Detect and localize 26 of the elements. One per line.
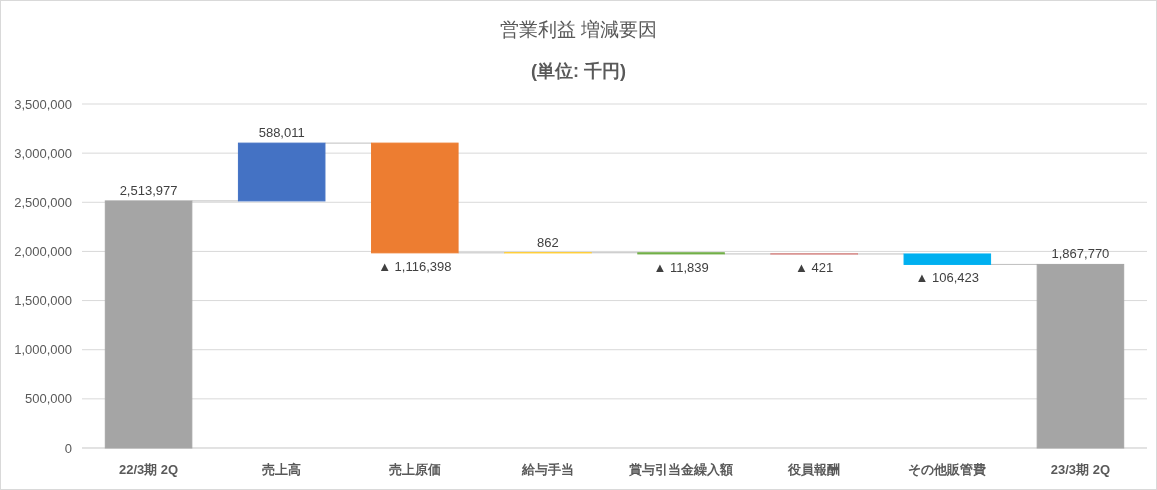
x-tick-label: 売上原価 <box>388 462 441 477</box>
y-tick-label: 2,500,000 <box>14 194 72 210</box>
x-tick-label: 23/3期 2Q <box>1050 462 1111 477</box>
data-label: 862 <box>537 234 559 250</box>
x-tick-label: 賞与引当金繰入額 <box>629 462 734 477</box>
y-tick-label: 1,500,000 <box>14 293 72 309</box>
y-tick-label: 3,500,000 <box>14 96 72 112</box>
x-tick-label: 22/3期 2Q <box>118 462 179 477</box>
data-label: ▲ 106,423 <box>915 270 980 286</box>
y-tick-label: 2,000,000 <box>14 243 72 259</box>
data-label: 1,867,770 <box>1051 246 1110 262</box>
data-label: ▲ 421 <box>795 259 834 275</box>
data-label: ▲ 1,116,398 <box>378 258 452 274</box>
data-label: ▲ 11,839 <box>653 259 709 275</box>
data-label: 2,513,977 <box>119 182 178 198</box>
y-tick-label: 1,000,000 <box>14 342 72 358</box>
x-tick-label: その他販管費 <box>908 462 987 477</box>
x-tick-label: 給与手当 <box>520 462 574 477</box>
y-tick-label: 0 <box>64 440 72 456</box>
x-tick-label: 売上高 <box>262 462 302 477</box>
chart-subtitle: (単位: 千円) <box>531 61 626 81</box>
data-label: 588,011 <box>258 125 305 141</box>
y-tick-label: 3,000,000 <box>14 145 72 161</box>
y-tick-label: 500,000 <box>25 391 72 407</box>
chart-title: 営業利益 増減要因 <box>499 19 658 40</box>
x-tick-label: 役員報酬 <box>787 462 841 477</box>
